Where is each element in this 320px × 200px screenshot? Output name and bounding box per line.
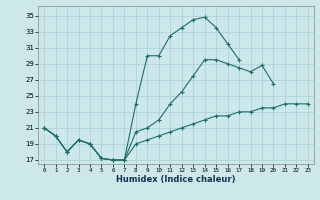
X-axis label: Humidex (Indice chaleur): Humidex (Indice chaleur) (116, 175, 236, 184)
